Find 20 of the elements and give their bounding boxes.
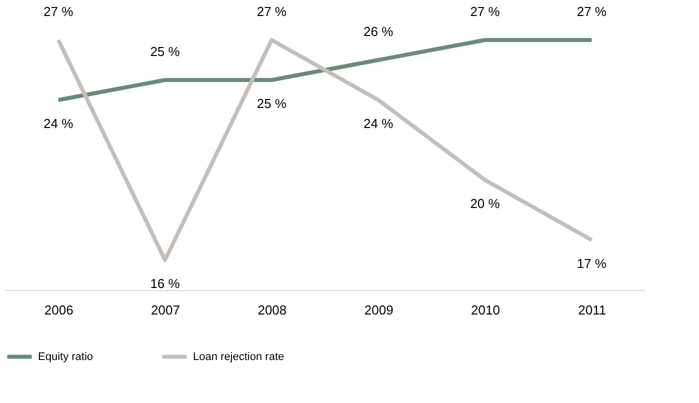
x-tick-label: 2006: [44, 302, 74, 318]
x-tick-label: 2009: [364, 302, 394, 318]
data-label: 17 %: [576, 256, 607, 271]
data-label: 27 %: [44, 4, 74, 19]
data-label: 16 %: [150, 276, 180, 291]
legend-label: Loan rejection rate: [193, 350, 284, 363]
data-label: 27 %: [470, 4, 500, 19]
data-label: 25 %: [150, 44, 180, 59]
data-label: 25 %: [256, 96, 287, 111]
x-tick-label: 2008: [258, 302, 287, 318]
x-tick-label: 2007: [151, 302, 180, 318]
data-label: 20 %: [470, 196, 500, 211]
data-label: 26 %: [364, 24, 394, 39]
data-label: 24 %: [44, 116, 74, 131]
data-label: 27 %: [576, 4, 607, 19]
data-label: 27 %: [256, 4, 287, 19]
x-tick-label: 2010: [471, 302, 500, 318]
legend-label: Equity ratio: [38, 350, 94, 363]
x-tick-label: 2011: [578, 302, 606, 318]
data-label: 24 %: [364, 116, 394, 131]
